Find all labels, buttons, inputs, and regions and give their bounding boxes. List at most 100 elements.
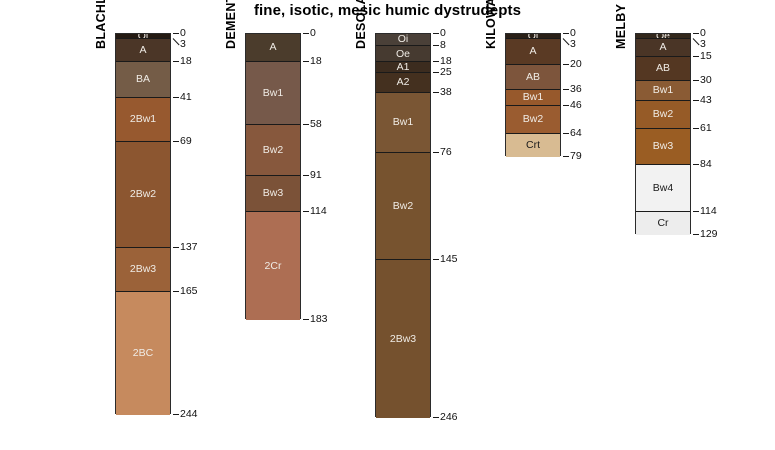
- soil-horizon[interactable]: Bw1: [376, 93, 430, 153]
- horizon-label: Bw1: [522, 91, 544, 104]
- horizon-label: A: [659, 41, 667, 54]
- horizon-label: Bw3: [652, 140, 674, 153]
- depth-tick-leader: [562, 37, 570, 45]
- depth-tick: [173, 140, 179, 142]
- horizon-label: Bw2: [652, 108, 674, 121]
- horizon-label: A: [529, 45, 537, 58]
- depth-tick-label: 114: [310, 204, 327, 217]
- soil-horizon[interactable]: Bw1: [636, 80, 690, 102]
- soil-horizon[interactable]: A: [246, 34, 300, 63]
- depth-tick-label: 25: [440, 66, 452, 79]
- soil-horizon[interactable]: Bw1: [246, 62, 300, 125]
- soil-horizon[interactable]: Bw3: [246, 176, 300, 212]
- depth-tick: [693, 100, 699, 102]
- depth-tick-leader: [172, 37, 180, 45]
- soil-horizon[interactable]: 2Bw1: [116, 98, 170, 142]
- soil-horizon[interactable]: Cr: [636, 211, 690, 236]
- horizon-label: Oi: [397, 34, 409, 46]
- soil-horizon[interactable]: A1: [376, 62, 430, 74]
- depth-tick-label: 145: [440, 253, 458, 266]
- soil-horizon[interactable]: 2Bw3: [116, 247, 170, 292]
- profile-name-label: BLACHLY: [94, 0, 108, 49]
- depth-tick-label: 165: [180, 284, 198, 297]
- horizon-label: AB: [655, 62, 670, 75]
- depth-tick-label: 91: [310, 169, 322, 182]
- depth-tick: [303, 318, 309, 320]
- soil-horizon[interactable]: Bw3: [636, 129, 690, 166]
- soil-horizon[interactable]: Bw2: [636, 101, 690, 130]
- soil-horizon[interactable]: Bw2: [506, 105, 560, 134]
- depth-tick-label: 61: [700, 122, 712, 135]
- depth-tick-label: 46: [570, 98, 582, 111]
- horizon-label: 2Bw1: [129, 113, 157, 126]
- soil-horizon[interactable]: Bw4: [636, 165, 690, 212]
- depth-tick: [693, 33, 699, 34]
- depth-tick-label: 38: [440, 86, 452, 99]
- depth-tick-label: 137: [180, 240, 198, 253]
- soil-horizon[interactable]: 2Bw2: [116, 141, 170, 248]
- soil-horizon[interactable]: Bw2: [376, 152, 430, 261]
- horizon-label: 2Bw2: [129, 188, 157, 201]
- horizon-label: A1: [396, 62, 410, 73]
- soil-horizon[interactable]: Oe: [376, 46, 430, 63]
- depth-tick-label: 84: [700, 158, 712, 171]
- depth-tick: [433, 33, 439, 34]
- depth-tick: [693, 79, 699, 81]
- soil-horizon[interactable]: Crt: [506, 133, 560, 158]
- soil-horizon[interactable]: 2BC: [116, 291, 170, 415]
- depth-tick-label: 30: [700, 73, 712, 86]
- depth-tick-label: 18: [310, 55, 322, 68]
- depth-tick: [173, 246, 179, 248]
- horizon-label: Bw2: [262, 143, 284, 156]
- depth-tick: [693, 128, 699, 130]
- horizon-label: Bw1: [262, 86, 284, 99]
- depth-tick: [563, 104, 569, 106]
- depth-tick-label: 8: [440, 39, 446, 52]
- soil-horizon[interactable]: A: [506, 38, 560, 66]
- depth-tick: [173, 61, 179, 63]
- horizon-label: Bw1: [392, 116, 414, 129]
- depth-tick: [433, 259, 439, 261]
- soil-horizon[interactable]: Bw2: [246, 124, 300, 177]
- soil-horizon[interactable]: 2Cr: [246, 211, 300, 320]
- depth-tick-label: 246: [440, 411, 458, 423]
- depth-tick: [693, 56, 699, 58]
- profile-name-label: DESOLATION: [354, 0, 368, 49]
- depth-tick: [433, 92, 439, 94]
- horizon-label: Bw1: [652, 84, 674, 97]
- profile-column: OeAABBw1Bw2Bw3Bw4Cr: [635, 33, 691, 236]
- soil-horizon[interactable]: A: [116, 38, 170, 63]
- profile-column: Oi Oe A1 A2 Bw1 Bw2 2Bw3: [375, 33, 431, 418]
- page-title: fine, isotic, mesic humic dystrudepts: [253, 2, 522, 19]
- profile-name-label: DEMENT: [224, 0, 238, 49]
- depth-tick: [433, 417, 439, 418]
- horizon-label: 2Bw3: [129, 262, 157, 275]
- depth-tick: [563, 33, 569, 34]
- depth-tick: [433, 45, 439, 47]
- depth-tick-label: 3: [570, 38, 576, 50]
- profile-column: A Bw1 Bw2 Bw3 2Cr: [245, 33, 301, 320]
- depth-tick: [563, 156, 569, 158]
- depth-tick-label: 41: [180, 91, 192, 103]
- soil-horizon[interactable]: A: [636, 38, 690, 58]
- soil-horizon[interactable]: A2: [376, 73, 430, 94]
- depth-tick-label: 58: [310, 117, 322, 130]
- soil-horizon[interactable]: Oi: [376, 34, 430, 47]
- depth-tick: [693, 234, 699, 236]
- depth-tick: [303, 175, 309, 177]
- horizon-label: Bw4: [652, 181, 674, 194]
- depth-tick-label: 0: [180, 27, 186, 39]
- soil-horizon[interactable]: 2Bw3: [376, 260, 430, 418]
- depth-tick: [303, 123, 309, 125]
- depth-tick-label: 69: [180, 134, 192, 147]
- depth-tick-label: 0: [700, 27, 706, 39]
- horizon-label: 2BC: [132, 346, 154, 359]
- soil-horizon[interactable]: AB: [636, 57, 690, 81]
- depth-tick-label: 18: [440, 55, 452, 68]
- depth-tick: [303, 33, 309, 34]
- soil-horizon[interactable]: Bw1: [506, 90, 560, 106]
- soil-horizon[interactable]: AB: [506, 65, 560, 91]
- soil-horizon[interactable]: BA: [116, 62, 170, 98]
- horizon-label: A: [269, 41, 277, 54]
- depth-tick-label: 0: [310, 27, 316, 39]
